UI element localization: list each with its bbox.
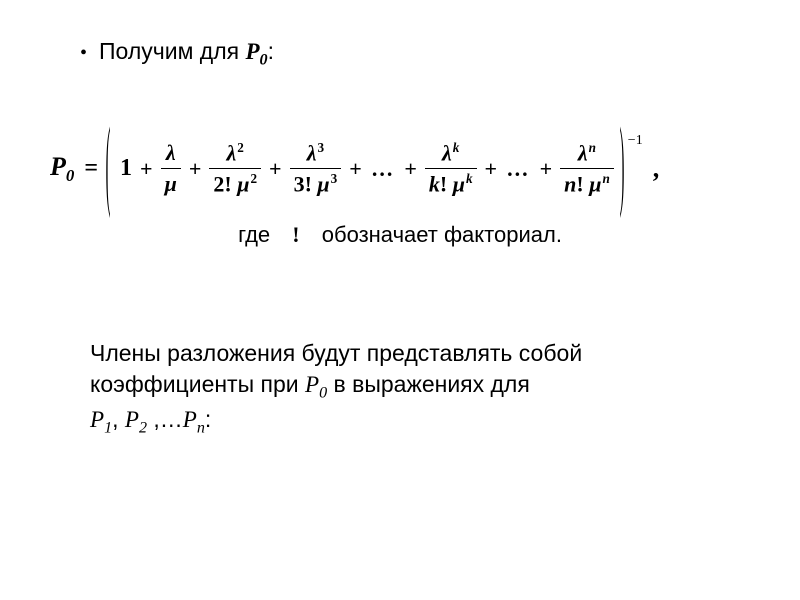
- para-p0s: 0: [319, 385, 327, 402]
- lhs-var: P: [50, 152, 66, 181]
- plus: +: [404, 156, 417, 182]
- term-1: 1: [120, 155, 132, 182]
- dots: ...: [372, 156, 395, 182]
- where-symbol: !: [292, 222, 299, 247]
- plus: +: [540, 156, 553, 182]
- para-p1: P: [90, 407, 104, 432]
- bullet-text: Получим для P0:: [99, 38, 274, 70]
- plus: +: [269, 156, 282, 182]
- term-frac-k: λk k! μk: [425, 140, 477, 198]
- plus: +: [349, 156, 362, 182]
- equals-sign: =: [84, 155, 98, 182]
- para-p0: P: [305, 372, 319, 397]
- paragraph: Члены разложения будут представлять собо…: [90, 338, 730, 440]
- plus: +: [485, 156, 498, 182]
- mu: μ: [165, 171, 177, 196]
- para-end: :: [205, 406, 211, 432]
- plus: +: [189, 156, 202, 182]
- trailing-comma: ,: [653, 154, 660, 184]
- where-post: обозначает факториал.: [322, 222, 562, 247]
- bullet-post: :: [268, 38, 274, 64]
- para-pn: P: [183, 407, 197, 432]
- bullet-var: P: [245, 39, 259, 64]
- bullet-pre: Получим для: [99, 38, 245, 64]
- bullet-marker: •: [80, 43, 87, 63]
- term-frac-1: λ μ: [161, 140, 181, 198]
- lhs-sub: 0: [66, 166, 74, 185]
- term-frac-3: λ3 3! μ3: [290, 140, 342, 198]
- plus: +: [140, 156, 153, 182]
- para-t2: в выражениях для: [327, 371, 530, 397]
- term-frac-2: λ2 2! μ2: [209, 140, 261, 198]
- where-line: где ! обозначает факториал.: [70, 222, 730, 248]
- dots: ...: [507, 156, 530, 182]
- term-frac-n: λn n! μn: [560, 140, 614, 198]
- lambda: λ: [166, 140, 176, 165]
- bullet-var-sub: 0: [260, 52, 268, 69]
- equation: P0 = ( 1 + λ μ + λ2 2! μ2 + λ3 3! μ3: [50, 140, 730, 198]
- eq-lhs: P0: [50, 152, 74, 186]
- slide-content: • Получим для P0: P0 = ( 1 + λ μ + λ2 2!…: [0, 0, 800, 470]
- outer-exponent: −1: [628, 133, 643, 149]
- where-pre: где: [238, 222, 270, 247]
- bullet-line: • Получим для P0:: [80, 38, 730, 70]
- series: 1 + λ μ + λ2 2! μ2 + λ3 3! μ3 + ... +: [114, 140, 616, 198]
- para-p2: P: [125, 407, 139, 432]
